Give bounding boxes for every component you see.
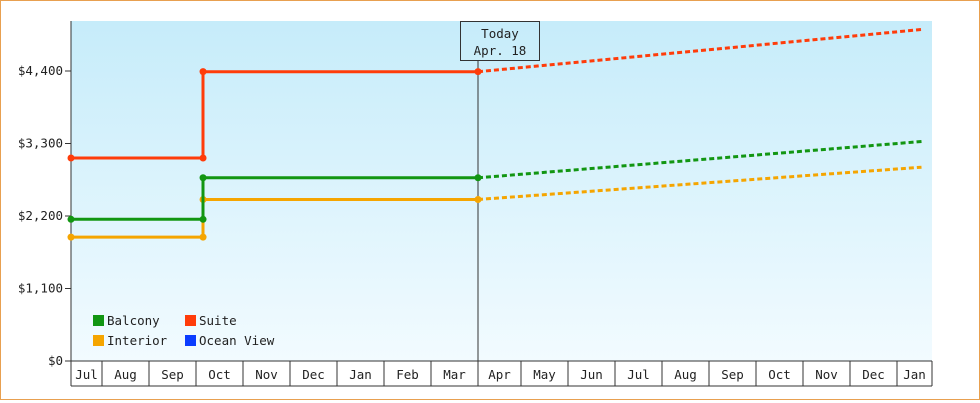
y-tick-label: $3,300	[18, 136, 63, 151]
legend-label-suite: Suite	[199, 312, 237, 328]
x-tick-label: Jul	[75, 367, 98, 382]
today-title: Today	[481, 26, 519, 41]
legend-swatch-suite	[185, 314, 196, 326]
x-tick-label: Apr	[488, 367, 511, 382]
data-point-balcony	[67, 215, 75, 223]
series-line-balcony	[71, 176, 478, 221]
data-point-interior	[474, 196, 482, 204]
forecast-line-interior	[477, 165, 922, 201]
x-tick-label: Oct	[768, 367, 791, 382]
legend-label-balcony: Balcony	[107, 312, 160, 328]
today-marker-label: Today Apr. 18	[460, 21, 540, 61]
y-tick-label: $4,400	[18, 63, 63, 78]
data-point-interior	[199, 233, 207, 241]
x-tick-label: May	[533, 367, 556, 382]
forecast-line-balcony	[477, 140, 922, 180]
forecast-line-suite	[477, 28, 922, 74]
x-tick-label: Mar	[443, 367, 466, 382]
x-tick-label: Dec	[862, 367, 885, 382]
x-tick-label: Feb	[396, 367, 419, 382]
x-tick-label: Jan	[349, 367, 372, 382]
data-point-balcony	[199, 174, 207, 182]
x-tick-label: Nov	[815, 367, 838, 382]
y-tick-label: $2,200	[18, 208, 63, 223]
legend-item-ocean-view[interactable]: Ocean View	[185, 332, 295, 348]
x-tick-label: Jan	[903, 367, 926, 382]
legend-item-balcony[interactable]: Balcony	[93, 312, 185, 328]
data-point-interior	[67, 233, 75, 241]
x-tick-label: Sep	[721, 367, 744, 382]
x-tick-label: Dec	[302, 367, 325, 382]
x-tick-label: Jul	[627, 367, 650, 382]
x-tick-label: Oct	[208, 367, 231, 382]
x-tick-label: Nov	[255, 367, 278, 382]
data-point-balcony	[199, 215, 207, 223]
y-tick-label: $0	[48, 353, 63, 368]
series-line-suite	[71, 70, 478, 160]
data-point-suite	[67, 154, 75, 162]
today-date: Apr. 18	[473, 43, 527, 58]
x-tick-label: Jun	[580, 367, 603, 382]
legend-item-interior[interactable]: Interior	[93, 332, 185, 348]
y-tick-label: $1,100	[18, 281, 63, 296]
legend-swatch-interior	[93, 334, 104, 346]
x-tick-label: Sep	[161, 367, 184, 382]
legend-label-ocean-view: Ocean View	[199, 332, 275, 348]
legend-item-suite[interactable]: Suite	[185, 312, 295, 328]
legend: Balcony Suite Interior Ocean View	[93, 312, 295, 348]
x-tick-label: Aug	[674, 367, 697, 382]
plot-area	[71, 21, 932, 361]
legend-swatch-balcony	[93, 314, 104, 326]
data-point-suite	[199, 154, 207, 162]
legend-swatch-ocean-view	[185, 334, 196, 346]
x-tick-label: Aug	[114, 367, 137, 382]
data-point-suite	[199, 68, 207, 76]
legend-label-interior: Interior	[107, 332, 168, 348]
